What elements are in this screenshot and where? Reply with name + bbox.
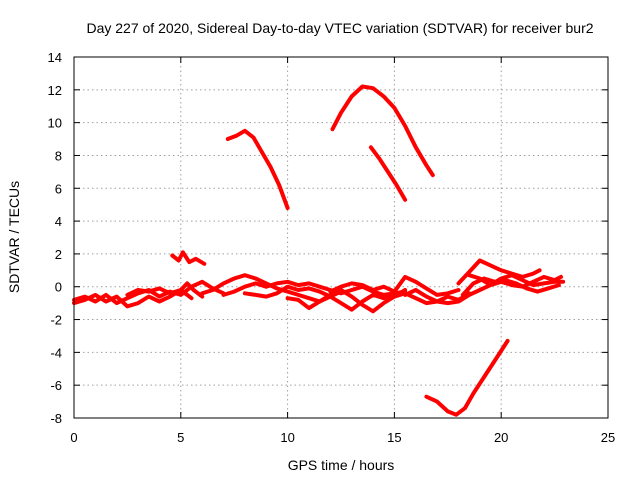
series-arc-mid-d — [285, 288, 408, 314]
plot-frame — [73, 56, 609, 419]
series-arc-morning-bump — [170, 250, 207, 266]
y-tick-label: 12 — [48, 83, 62, 98]
chart-title: Day 227 of 2020, Sidereal Day-to-day VTE… — [86, 20, 593, 36]
x-tick-label: 0 — [70, 430, 77, 445]
series-arc-mid-f — [403, 274, 563, 306]
y-tick-label: -8 — [50, 411, 62, 426]
series-arc-negative — [424, 338, 510, 417]
series-arc-high-12 — [330, 84, 435, 178]
x-tick-label: 5 — [177, 430, 184, 445]
x-axis-label: GPS time / hours — [288, 457, 395, 473]
y-tick-label: 4 — [55, 214, 62, 229]
y-tick-label: 10 — [48, 116, 62, 131]
series-arc-rise-9 — [225, 128, 290, 210]
series-arc-falling-8 — [368, 145, 408, 202]
series-arc-mid-e — [328, 274, 461, 297]
series-arc-mid-b — [221, 279, 408, 297]
series-arc-late-upper — [456, 258, 542, 286]
y-tick-label: 14 — [48, 50, 62, 65]
series-arc-early-bump — [125, 281, 205, 299]
x-tick-label: 20 — [494, 430, 508, 445]
series-arc-mid-c — [242, 284, 472, 312]
series-arc-early-low — [72, 288, 194, 309]
y-tick-label: 8 — [55, 148, 62, 163]
y-tick-label: 2 — [55, 247, 62, 262]
y-tick-label: -4 — [50, 345, 62, 360]
y-tick-label: 0 — [55, 280, 62, 295]
series-arc-late-mid — [467, 273, 566, 288]
axis-ticks: 0 5 10 15 20 25 -8 -6 -4 -2 0 2 4 6 8 10 12 14 — [48, 50, 616, 445]
x-tick-label: 15 — [387, 430, 401, 445]
series-arc-late-lower — [460, 276, 561, 297]
data-series — [72, 84, 566, 417]
y-axis-label: SDTVAR / TECUs — [6, 181, 22, 293]
y-tick-label: 6 — [55, 181, 62, 196]
y-tick-label: -6 — [50, 378, 62, 393]
y-tick-label: -2 — [50, 313, 62, 328]
x-tick-label: 25 — [601, 430, 615, 445]
x-tick-label: 10 — [280, 430, 294, 445]
